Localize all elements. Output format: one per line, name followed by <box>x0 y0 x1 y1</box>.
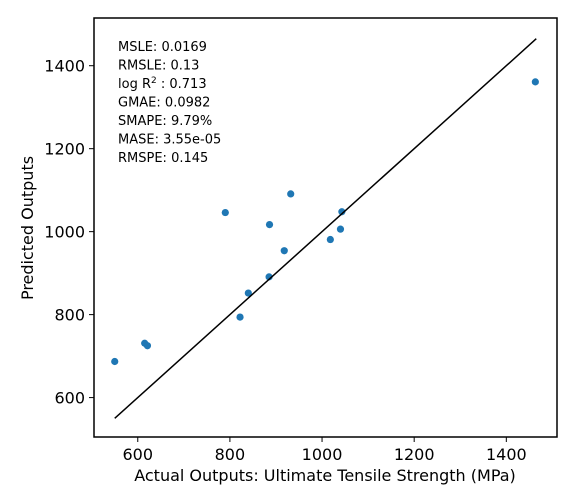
metric-value: 0.13 <box>170 59 199 74</box>
metric-label: MASE: <box>118 133 163 148</box>
x-tick-label: 600 <box>122 445 153 464</box>
metric-value: 9.79% <box>171 114 212 129</box>
metric-value: 0.145 <box>171 151 208 166</box>
identity-line <box>114 38 537 419</box>
x-tick-label: 1200 <box>394 445 435 464</box>
identity-line-layer <box>114 38 537 419</box>
metric-value: 0.0169 <box>161 40 207 55</box>
metric-value: 0.713 <box>169 77 206 92</box>
x-axis: 600 800 1000 1200 1400 <box>122 437 527 464</box>
data-point-12 <box>336 225 345 233</box>
x-axis-title: Actual Outputs: Ultimate Tensile Strengt… <box>134 466 516 485</box>
metric-line: MSLE: 0.0169 <box>118 40 207 55</box>
plot-frame <box>93 17 558 438</box>
metric-superscript: 2 <box>151 76 157 86</box>
y-tick-label: 800 <box>54 306 85 325</box>
metric-label: SMAPE: <box>118 114 171 129</box>
x-tick-label: 1000 <box>302 445 343 464</box>
data-point-5 <box>236 313 244 321</box>
y-tick-label: 1400 <box>44 57 85 76</box>
data-point-8 <box>265 220 274 229</box>
metric-label: RMSLE: <box>118 59 170 74</box>
x-tick-label: 1400 <box>486 445 527 464</box>
data-point-13 <box>338 208 346 216</box>
data-point-4 <box>221 208 229 217</box>
data-point-3 <box>143 342 152 350</box>
metric-line: RMSPE: 0.145 <box>118 151 208 166</box>
metric-value: 3.55e-05 <box>163 133 221 148</box>
metric-line: MASE: 3.55e-05 <box>118 133 221 148</box>
y-tick-label: 1000 <box>44 223 85 242</box>
metric-label: MSLE: <box>118 40 161 55</box>
metric-label: RMSPE: <box>118 151 171 166</box>
metric-line: GMAE: 0.0982 <box>118 96 210 111</box>
y-tick-label: 600 <box>54 389 85 408</box>
data-point-9 <box>280 247 288 255</box>
metric-line: RMSLE: 0.13 <box>118 59 199 74</box>
data-point-6 <box>244 289 252 297</box>
metric-separator: : <box>157 77 170 92</box>
data-point-11 <box>326 235 334 244</box>
metric-value: 0.0982 <box>165 96 211 111</box>
metrics-annotation: MSLE: 0.0169 RMSLE: 0.13 log R2 : 0.713 GMA… <box>118 40 221 166</box>
data-point-14 <box>531 78 539 86</box>
metric-line: log R2 : 0.713 <box>118 76 207 92</box>
metric-label: log R <box>118 77 151 92</box>
y-axis: 600 800 1000 1200 1400 <box>44 57 94 408</box>
metric-line: SMAPE: 9.79% <box>118 114 212 129</box>
metric-label: GMAE: <box>118 96 165 111</box>
data-points <box>111 78 539 366</box>
data-point-1 <box>111 357 119 366</box>
y-tick-label: 1200 <box>44 140 85 159</box>
data-point-10 <box>287 190 295 198</box>
x-tick-label: 800 <box>215 445 246 464</box>
y-axis-title: Predicted Outputs <box>18 156 37 300</box>
